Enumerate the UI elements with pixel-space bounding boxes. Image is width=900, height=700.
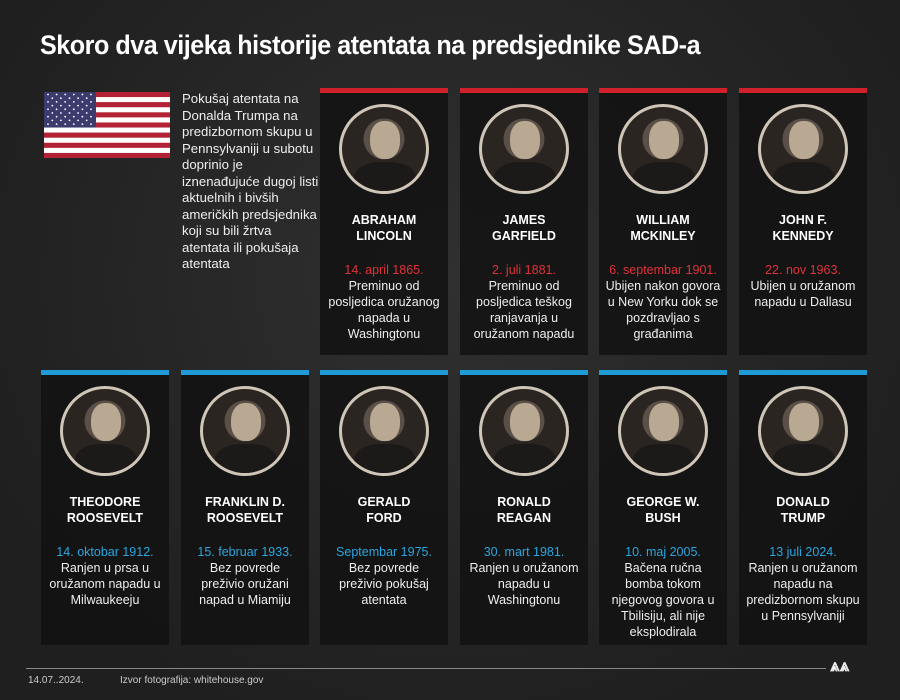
president-name: JAMES GARFIELD (492, 213, 556, 243)
intro-text: Pokušaj atentata na Donalda Trumpa na pr… (182, 91, 319, 271)
president-card: THEODORE ROOSEVELT 14. oktobar 1912. Ranj… (41, 370, 169, 645)
president-name: ABRAHAM LINCOLN (351, 213, 417, 243)
president-card: RONALD REAGAN 30. mart 1981. Ranjen u oru… (460, 370, 588, 645)
event-description: Ranjen u oružanom napadu u Washingtonu (469, 561, 579, 607)
footer-date: 14.07..2024. (28, 675, 84, 686)
event-description: Preminuo od posljedica oružanog napada u… (328, 279, 440, 341)
page-title: Skoro dva vijeka historije atentata na p… (40, 30, 701, 60)
president-name: GERALD FORD (357, 495, 411, 525)
portrait (339, 386, 429, 476)
category-bar (181, 370, 309, 375)
portrait (479, 386, 569, 476)
president-card: FRANKLIN D. ROOSEVELT 15. februar 1933. B… (181, 370, 309, 645)
president-card: GERALD FORD Septembar 1975. Bez povrede p… (320, 370, 448, 645)
portrait (618, 386, 708, 476)
event-date: 30. mart 1981. (483, 545, 565, 559)
event-description: Bez povrede preživio oružani napad u Mia… (199, 561, 291, 607)
event-date: 14. april 1865. (344, 263, 424, 277)
category-bar (460, 370, 588, 375)
president-card: ABRAHAM LINCOLN 14. april 1865. Preminuo … (320, 88, 448, 355)
event-description: Ranjen u oružanom napadu na predizbornom… (746, 561, 860, 623)
president-name: JOHN F. KENNEDY (772, 213, 834, 243)
event-description: Ranjen u prsa u oružanom napadu u Milwau… (49, 561, 161, 607)
president-card: WILLIAM MCKINLEY 6. septembar 1901. Ubije… (599, 88, 727, 355)
event-description: Ubijen nakon govora u New Yorku dok se p… (605, 279, 721, 341)
event-description: Bačena ručna bomba tokom njegovog govora… (611, 561, 715, 639)
event-description: Ubijen u oružanom napadu u Dallasu (750, 279, 856, 309)
footer-divider (26, 668, 826, 669)
event-date: 6. septembar 1901. (609, 263, 717, 277)
category-bar (599, 370, 727, 375)
president-name: GEORGE W. BUSH (626, 495, 700, 525)
event-description: Bez povrede preživio pokušaj atentata (339, 561, 429, 607)
event-date: 2. juli 1881. (492, 263, 556, 277)
event-date: 14. oktobar 1912. (56, 545, 154, 559)
president-name: RONALD REAGAN (496, 495, 552, 525)
category-bar (739, 370, 867, 375)
aa-logo: ⩓⩓ (830, 656, 850, 675)
president-card: GEORGE W. BUSH 10. maj 2005. Bačena ručna… (599, 370, 727, 645)
president-name: THEODORE ROOSEVELT (66, 495, 144, 525)
portrait (479, 104, 569, 194)
portrait (60, 386, 150, 476)
category-bar (320, 88, 448, 93)
president-name: DONALD TRUMP (776, 495, 830, 525)
president-name: FRANKLIN D. ROOSEVELT (205, 495, 285, 525)
event-date: 15. februar 1933. (197, 545, 293, 559)
president-card: JAMES GARFIELD 2. juli 1881. Preminuo od … (460, 88, 588, 355)
president-name: WILLIAM MCKINLEY (630, 213, 696, 243)
category-bar (739, 88, 867, 93)
category-bar (599, 88, 727, 93)
portrait (758, 104, 848, 194)
category-bar (460, 88, 588, 93)
portrait (758, 386, 848, 476)
president-card: DONALD TRUMP 13 juli 2024. Ranjen u oruža… (739, 370, 867, 645)
category-bar (320, 370, 448, 375)
category-bar (41, 370, 169, 375)
event-date: Septembar 1975. (336, 545, 432, 559)
portrait (339, 104, 429, 194)
event-description: Preminuo od posljedica teškog ranjavanja… (473, 279, 575, 341)
footer-source: Izvor fotografija: whitehouse.gov (120, 675, 264, 686)
event-date: 13 juli 2024. (769, 545, 837, 559)
portrait (618, 104, 708, 194)
portrait (200, 386, 290, 476)
president-card: JOHN F. KENNEDY 22. nov 1963. Ubijen u or… (739, 88, 867, 355)
us-flag-icon (44, 92, 170, 158)
event-date: 22. nov 1963. (765, 263, 841, 277)
event-date: 10. maj 2005. (625, 545, 701, 559)
